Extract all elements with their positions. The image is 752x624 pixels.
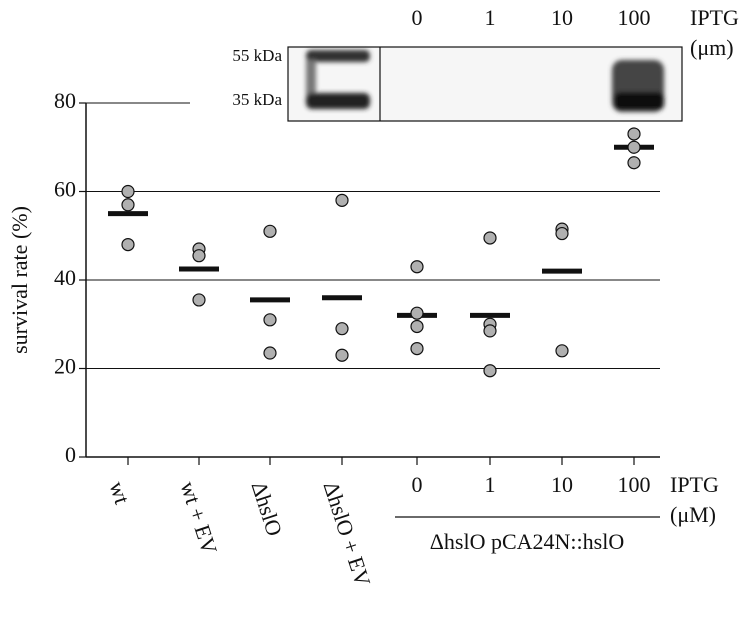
x-tick-label: 10 — [551, 472, 573, 497]
x-tick-label: 100 — [618, 472, 651, 497]
data-point — [335, 322, 349, 336]
y-axis-label: survival rate (%) — [7, 206, 32, 354]
data-point — [627, 156, 641, 170]
y-tick-label: 80 — [54, 88, 76, 113]
label-backdrop — [190, 40, 288, 126]
band — [614, 92, 664, 110]
lane-label: 100 — [618, 5, 651, 30]
data-point — [121, 184, 135, 199]
lane-label: 0 — [412, 5, 423, 30]
data-point — [335, 193, 349, 207]
band — [306, 60, 316, 100]
data-point — [555, 344, 569, 358]
y-tick-label: 60 — [54, 177, 76, 202]
inset-iptg-label: IPTG — [690, 5, 739, 30]
data-point — [121, 198, 135, 212]
data-point — [627, 127, 641, 141]
iptg-label: IPTG — [670, 472, 719, 497]
data-point — [192, 293, 206, 307]
data-point — [263, 313, 277, 327]
x-tick-label: 1 — [485, 472, 496, 497]
data-point — [483, 364, 497, 378]
data-point — [627, 140, 641, 154]
band — [306, 93, 370, 109]
x-tick-label: 0 — [412, 472, 423, 497]
band — [306, 50, 370, 62]
x-tick-label: ΔhslO + EV — [318, 478, 375, 589]
marker-label: 55 kDa — [232, 46, 282, 65]
blot-inset: 55 kDa 35 kDa IPTG (μm) — [232, 5, 739, 122]
data-point — [192, 249, 206, 263]
x-tick-label: wt — [104, 478, 135, 507]
data-point — [410, 260, 424, 274]
y-tick-label: 20 — [54, 354, 76, 379]
y-tick-label: 0 — [65, 442, 76, 467]
group-label: ΔhslO pCA24N::hslO — [430, 529, 624, 554]
inset-iptg-unit: (μm) — [690, 35, 734, 60]
data-point — [410, 341, 424, 356]
lane-label: 1 — [485, 5, 496, 30]
x-tick-label: ΔhslO — [246, 478, 287, 539]
marker-label: 35 kDa — [232, 90, 282, 109]
lane-label: 10 — [551, 5, 573, 30]
data-point — [483, 231, 497, 245]
data-point — [410, 319, 424, 334]
iptg-unit: (μM) — [670, 502, 716, 527]
data-point — [263, 346, 277, 360]
data-point — [335, 348, 349, 362]
data-point — [410, 306, 424, 320]
plot: 0 20 40 60 80 — [54, 88, 660, 467]
data-point — [483, 324, 497, 338]
data-point — [121, 238, 135, 252]
blot-bands — [306, 50, 664, 112]
x-tick-label: wt + EV — [175, 478, 222, 557]
data-point — [555, 226, 569, 241]
y-tick-label: 40 — [54, 265, 76, 290]
data-point — [263, 224, 277, 238]
